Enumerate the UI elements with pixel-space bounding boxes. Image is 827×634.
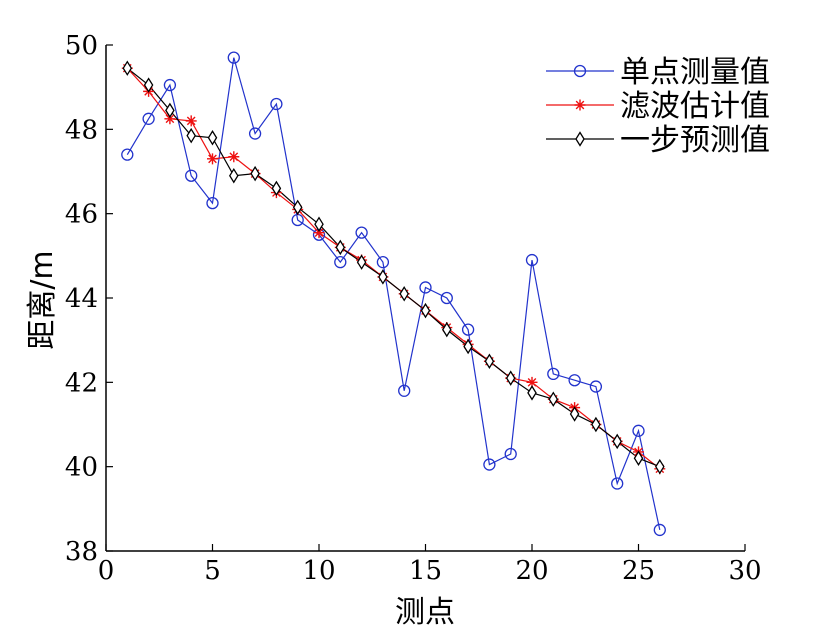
data-point-circle — [653, 523, 666, 537]
data-point-star — [207, 153, 218, 165]
data-point-circle — [461, 323, 475, 336]
data-point-diamond — [271, 180, 282, 197]
series-markers — [122, 60, 665, 475]
data-point-star — [164, 113, 176, 125]
legend-label: 单点测量值 — [620, 55, 770, 90]
series-markers — [121, 51, 666, 537]
y-tick-label: 50 — [65, 31, 98, 61]
data-point-circle — [504, 447, 517, 461]
data-point-circle — [568, 374, 581, 387]
data-point-diamond — [548, 391, 559, 407]
y-ticks: 38 40 42 44 46 48 50 — [65, 31, 113, 567]
legend-item: 滤波估计值 — [546, 89, 770, 124]
data-point-diamond — [612, 433, 622, 450]
legend-item: 单点测量值 — [546, 55, 770, 90]
data-point-diamond — [505, 370, 516, 386]
series-group — [126, 57, 661, 531]
y-tick-label: 38 — [65, 537, 98, 567]
data-point-circle — [185, 169, 198, 182]
data-point-diamond — [122, 60, 133, 76]
data-point-diamond — [335, 239, 346, 256]
data-point-circle — [248, 127, 262, 140]
x-tick-label: 0 — [98, 556, 115, 586]
data-point-diamond — [463, 338, 473, 355]
y-tick-label: 46 — [65, 200, 98, 230]
data-point-diamond — [229, 167, 239, 184]
data-point-circle — [376, 256, 390, 269]
data-point-diamond — [250, 165, 260, 182]
x-axis-title: 测点 — [395, 595, 455, 630]
data-point-circle — [334, 256, 347, 269]
legend-label: 一步预测值 — [620, 123, 770, 158]
y-tick-label: 42 — [65, 368, 98, 398]
data-point-diamond — [484, 353, 495, 369]
data-point-circle — [611, 477, 624, 490]
data-point-circle — [163, 78, 177, 92]
data-point-circle — [355, 226, 368, 239]
data-point-circle — [398, 384, 411, 397]
data-point-diamond — [186, 127, 196, 144]
data-point-circle — [227, 51, 240, 64]
legend-label: 滤波估计值 — [620, 89, 770, 124]
data-point-circle — [419, 281, 432, 294]
data-point-star — [185, 115, 197, 127]
series-line — [126, 57, 661, 531]
data-point-circle — [525, 253, 539, 267]
data-point-star — [228, 151, 240, 163]
data-point-circle — [206, 196, 219, 210]
data-point-circle — [547, 367, 560, 381]
data-point-diamond — [575, 131, 585, 147]
x-tick-label: 10 — [302, 556, 335, 586]
data-point-circle — [632, 424, 645, 437]
legend-item: 一步预测值 — [546, 123, 770, 158]
data-point-star — [526, 376, 538, 388]
data-point-diamond — [442, 321, 452, 338]
data-point-diamond — [143, 77, 154, 93]
data-point-diamond — [420, 302, 431, 319]
data-point-circle — [121, 148, 134, 161]
data-point-diamond — [633, 450, 644, 466]
data-point-circle — [440, 291, 453, 305]
y-tick-label: 40 — [65, 453, 98, 483]
data-point-diamond — [378, 269, 388, 285]
data-point-diamond — [527, 385, 537, 401]
data-point-diamond — [292, 199, 303, 216]
data-point-diamond — [655, 458, 665, 475]
x-tick-label: 30 — [728, 556, 761, 586]
data-point-diamond — [591, 416, 601, 433]
x-ticks: 0 5 10 15 20 25 30 — [98, 544, 762, 586]
data-point-diamond — [165, 102, 175, 119]
data-point-diamond — [569, 406, 580, 422]
data-point-circle — [589, 380, 603, 393]
y-axis-title: 距离/m — [25, 250, 60, 349]
data-point-diamond — [399, 286, 409, 302]
x-tick-label: 25 — [622, 556, 655, 586]
data-point-star — [574, 99, 586, 111]
data-point-circle — [142, 112, 155, 125]
y-tick-label: 44 — [65, 284, 98, 314]
x-tick-label: 5 — [204, 556, 221, 586]
series-layer — [121, 51, 666, 537]
x-tick-label: 15 — [409, 556, 442, 586]
data-point-circle — [573, 64, 587, 78]
y-tick-label: 48 — [65, 115, 98, 145]
data-point-diamond — [314, 216, 324, 232]
data-point-diamond — [356, 254, 367, 270]
data-point-circle — [270, 97, 283, 111]
data-point-diamond — [207, 130, 218, 146]
data-point-star — [313, 227, 325, 239]
x-tick-label: 20 — [515, 556, 548, 586]
plot-area: 0 5 10 15 20 25 30 38 40 42 44 46 48 50 — [65, 31, 762, 586]
data-point-circle — [483, 458, 496, 471]
